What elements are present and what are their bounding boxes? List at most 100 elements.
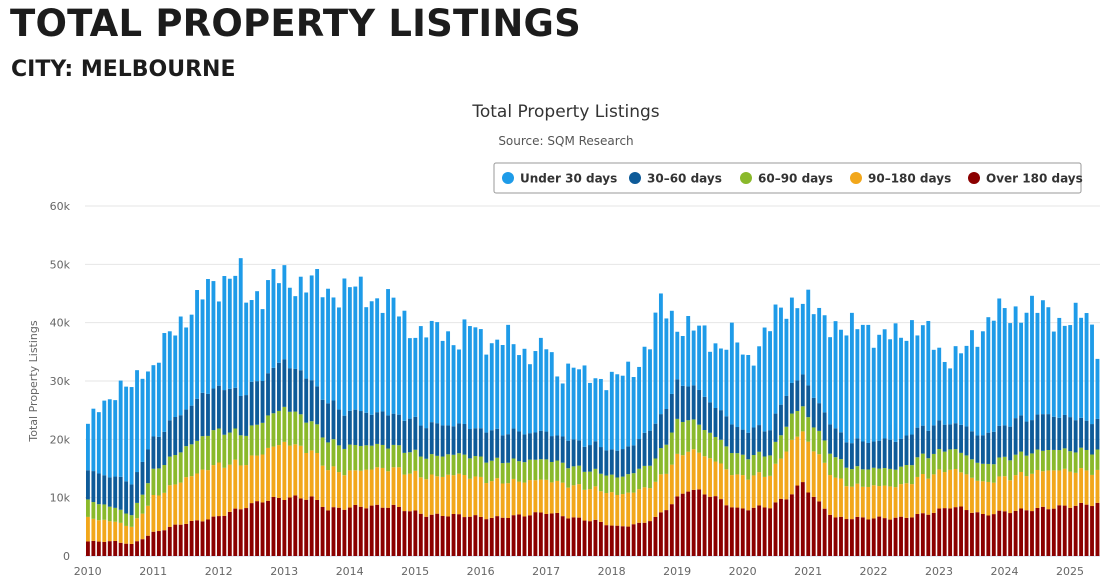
bar-90-180[interactable] xyxy=(113,521,118,541)
bar-90-180[interactable] xyxy=(953,469,958,508)
bar-90-180[interactable] xyxy=(244,465,249,509)
bar-90-180[interactable] xyxy=(358,470,363,507)
bar-90-180[interactable] xyxy=(615,494,620,526)
bar-60-90[interactable] xyxy=(598,473,603,492)
bar-under-30[interactable] xyxy=(604,390,609,451)
bar-60-90[interactable] xyxy=(189,444,194,477)
bar-60-90[interactable] xyxy=(522,462,527,483)
bar-60-90[interactable] xyxy=(642,465,647,488)
bar-over-180[interactable] xyxy=(369,505,374,556)
bar-under-30[interactable] xyxy=(708,351,712,403)
bar-60-90[interactable] xyxy=(566,468,571,488)
bar-30-60[interactable] xyxy=(353,409,358,445)
bar-over-180[interactable] xyxy=(795,485,800,556)
bar-90-180[interactable] xyxy=(451,475,456,514)
bar-under-30[interactable] xyxy=(904,340,909,436)
bar-30-60[interactable] xyxy=(244,395,249,436)
bar-over-180[interactable] xyxy=(124,543,129,556)
bar-over-180[interactable] xyxy=(107,541,112,556)
bar-under-30[interactable] xyxy=(582,365,587,447)
bar-30-60[interactable] xyxy=(566,440,571,469)
bar-90-180[interactable] xyxy=(413,470,418,511)
bar-90-180[interactable] xyxy=(495,478,500,517)
bar-60-90[interactable] xyxy=(315,424,320,454)
bar-60-90[interactable] xyxy=(216,428,221,463)
bar-60-90[interactable] xyxy=(740,454,745,476)
bar-over-180[interactable] xyxy=(719,499,723,556)
bar-over-180[interactable] xyxy=(691,489,696,556)
bar-over-180[interactable] xyxy=(538,512,543,556)
bar-60-90[interactable] xyxy=(478,456,483,477)
bar-30-60[interactable] xyxy=(538,430,543,460)
bar-90-180[interactable] xyxy=(364,469,369,509)
bar-30-60[interactable] xyxy=(1051,416,1056,450)
bar-60-90[interactable] xyxy=(364,445,369,470)
bar-60-90[interactable] xyxy=(320,437,325,466)
bar-under-30[interactable] xyxy=(631,377,636,446)
bar-30-60[interactable] xyxy=(1008,426,1013,461)
bar-90-180[interactable] xyxy=(675,453,680,497)
bar-60-90[interactable] xyxy=(358,445,363,471)
bar-over-180[interactable] xyxy=(260,502,265,556)
bar-90-180[interactable] xyxy=(522,482,527,517)
bar-90-180[interactable] xyxy=(757,472,762,506)
bar-90-180[interactable] xyxy=(195,473,199,521)
bar-under-30[interactable] xyxy=(522,348,527,435)
bar-90-180[interactable] xyxy=(418,477,423,514)
bar-60-90[interactable] xyxy=(457,453,461,474)
bar-90-180[interactable] xyxy=(893,487,898,518)
bar-30-60[interactable] xyxy=(473,428,478,457)
bar-60-90[interactable] xyxy=(997,457,1002,477)
bar-over-180[interactable] xyxy=(1090,506,1094,556)
bar-60-90[interactable] xyxy=(1013,454,1018,476)
bar-60-90[interactable] xyxy=(86,499,90,517)
bar-90-180[interactable] xyxy=(1084,470,1089,505)
bar-60-90[interactable] xyxy=(266,415,270,448)
bar-90-180[interactable] xyxy=(1051,470,1056,509)
bar-under-30[interactable] xyxy=(620,375,625,450)
bar-30-60[interactable] xyxy=(113,476,118,508)
bar-90-180[interactable] xyxy=(391,467,396,505)
bar-30-60[interactable] xyxy=(789,382,794,414)
bar-90-180[interactable] xyxy=(762,476,767,508)
bar-under-30[interactable] xyxy=(151,365,156,437)
bar-over-180[interactable] xyxy=(435,513,440,556)
bar-over-180[interactable] xyxy=(429,514,434,556)
bar-90-180[interactable] xyxy=(588,489,592,522)
bar-under-30[interactable] xyxy=(440,340,445,426)
bar-over-180[interactable] xyxy=(380,507,385,556)
bar-30-60[interactable] xyxy=(888,439,893,469)
bar-90-180[interactable] xyxy=(200,469,205,522)
bar-under-30[interactable] xyxy=(489,343,494,431)
bar-60-90[interactable] xyxy=(648,465,652,489)
bar-30-60[interactable] xyxy=(773,413,778,442)
bar-60-90[interactable] xyxy=(233,428,238,460)
bar-90-180[interactable] xyxy=(642,487,647,523)
bar-60-90[interactable] xyxy=(882,468,887,486)
bar-60-90[interactable] xyxy=(473,456,478,477)
bar-over-180[interactable] xyxy=(358,506,363,556)
bar-60-90[interactable] xyxy=(658,448,663,475)
bar-under-30[interactable] xyxy=(457,349,461,424)
bar-over-180[interactable] xyxy=(762,507,767,556)
bar-90-180[interactable] xyxy=(369,469,374,506)
bar-under-30[interactable] xyxy=(768,331,772,431)
bar-90-180[interactable] xyxy=(708,458,712,497)
bar-90-180[interactable] xyxy=(293,444,298,496)
bar-over-180[interactable] xyxy=(446,516,451,556)
bar-over-180[interactable] xyxy=(413,510,418,556)
bar-under-30[interactable] xyxy=(658,293,663,415)
bar-over-180[interactable] xyxy=(888,519,893,556)
bar-90-180[interactable] xyxy=(648,488,652,522)
bar-30-60[interactable] xyxy=(440,425,445,457)
bar-under-30[interactable] xyxy=(751,365,756,428)
bar-90-180[interactable] xyxy=(577,484,581,518)
bar-90-180[interactable] xyxy=(178,482,183,525)
bar-over-180[interactable] xyxy=(970,512,974,556)
bar-90-180[interactable] xyxy=(566,487,571,519)
bar-30-60[interactable] xyxy=(282,359,287,407)
bar-30-60[interactable] xyxy=(937,420,942,449)
bar-30-60[interactable] xyxy=(167,420,172,457)
bar-30-60[interactable] xyxy=(528,433,532,460)
bar-30-60[interactable] xyxy=(893,441,898,470)
